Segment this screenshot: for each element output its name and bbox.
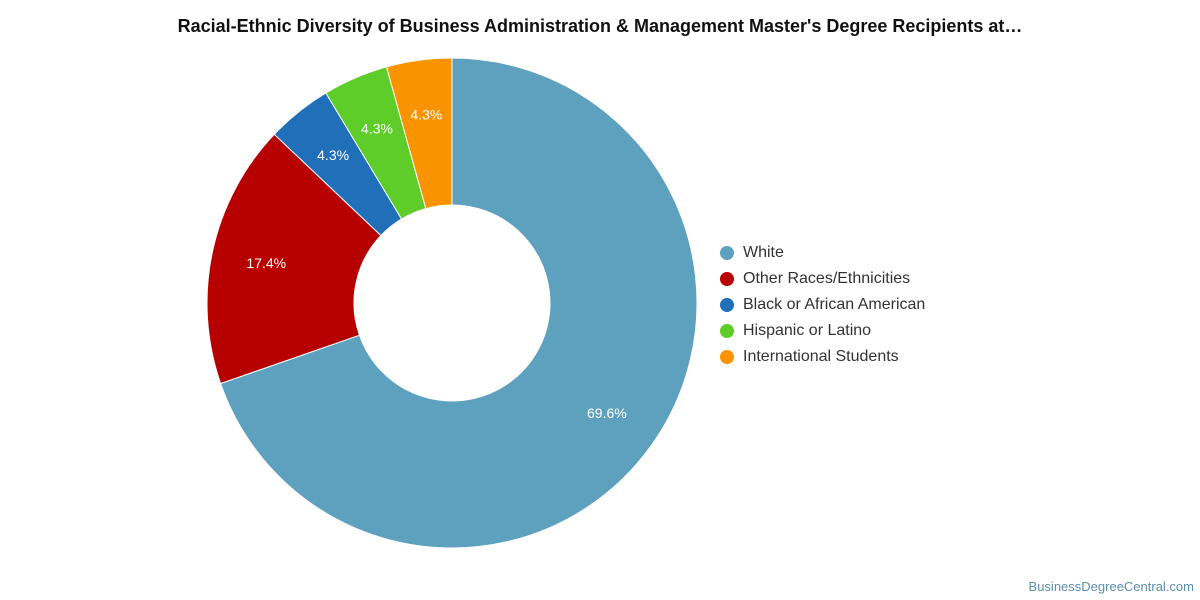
legend-swatch — [720, 350, 734, 364]
legend-item-black-or-african-american[interactable]: Black or African American — [720, 292, 925, 318]
legend-label: International Students — [743, 348, 899, 365]
legend-item-other-races-ethnicities[interactable]: Other Races/Ethnicities — [720, 266, 925, 292]
legend-label: White — [743, 244, 784, 261]
slice-other-races-ethnicities[interactable] — [206, 133, 382, 385]
slice-label-other-races-ethnicities: 17.4% — [246, 255, 286, 271]
legend-swatch — [720, 298, 734, 312]
legend-label: Other Races/Ethnicities — [743, 270, 911, 287]
legend-label: Hispanic or Latino — [743, 322, 872, 339]
legend-swatch — [720, 246, 734, 260]
slice-label-white: 69.6% — [587, 405, 627, 421]
legend-swatch — [720, 324, 734, 338]
slice-label-hispanic-or-latino: 4.3% — [361, 120, 393, 136]
chart-legend: White Other Races/Ethnicities Black or Afr… — [720, 240, 925, 370]
slice-white[interactable] — [219, 57, 698, 549]
chart-title: Racial-Ethnic Diversity of Business Admi… — [177, 16, 1023, 36]
source-watermark[interactable]: BusinessDegreeCentral.com — [1028, 579, 1194, 594]
slice-label-international-students: 4.3% — [410, 107, 442, 123]
slice-labels: 69.6% 17.4% 4.3% 4.3% 4.3% — [246, 107, 626, 421]
slice-international-students[interactable] — [385, 57, 453, 210]
legend-swatch — [720, 272, 734, 286]
legend-label: Black or African American — [743, 296, 926, 313]
legend-item-international-students[interactable]: International Students — [720, 344, 925, 370]
legend-item-white[interactable]: White — [720, 240, 925, 266]
slice-label-black-or-african-american: 4.3% — [317, 147, 349, 163]
donut-slices — [206, 57, 698, 549]
legend-item-hispanic-or-latino[interactable]: Hispanic or Latino — [720, 318, 925, 344]
